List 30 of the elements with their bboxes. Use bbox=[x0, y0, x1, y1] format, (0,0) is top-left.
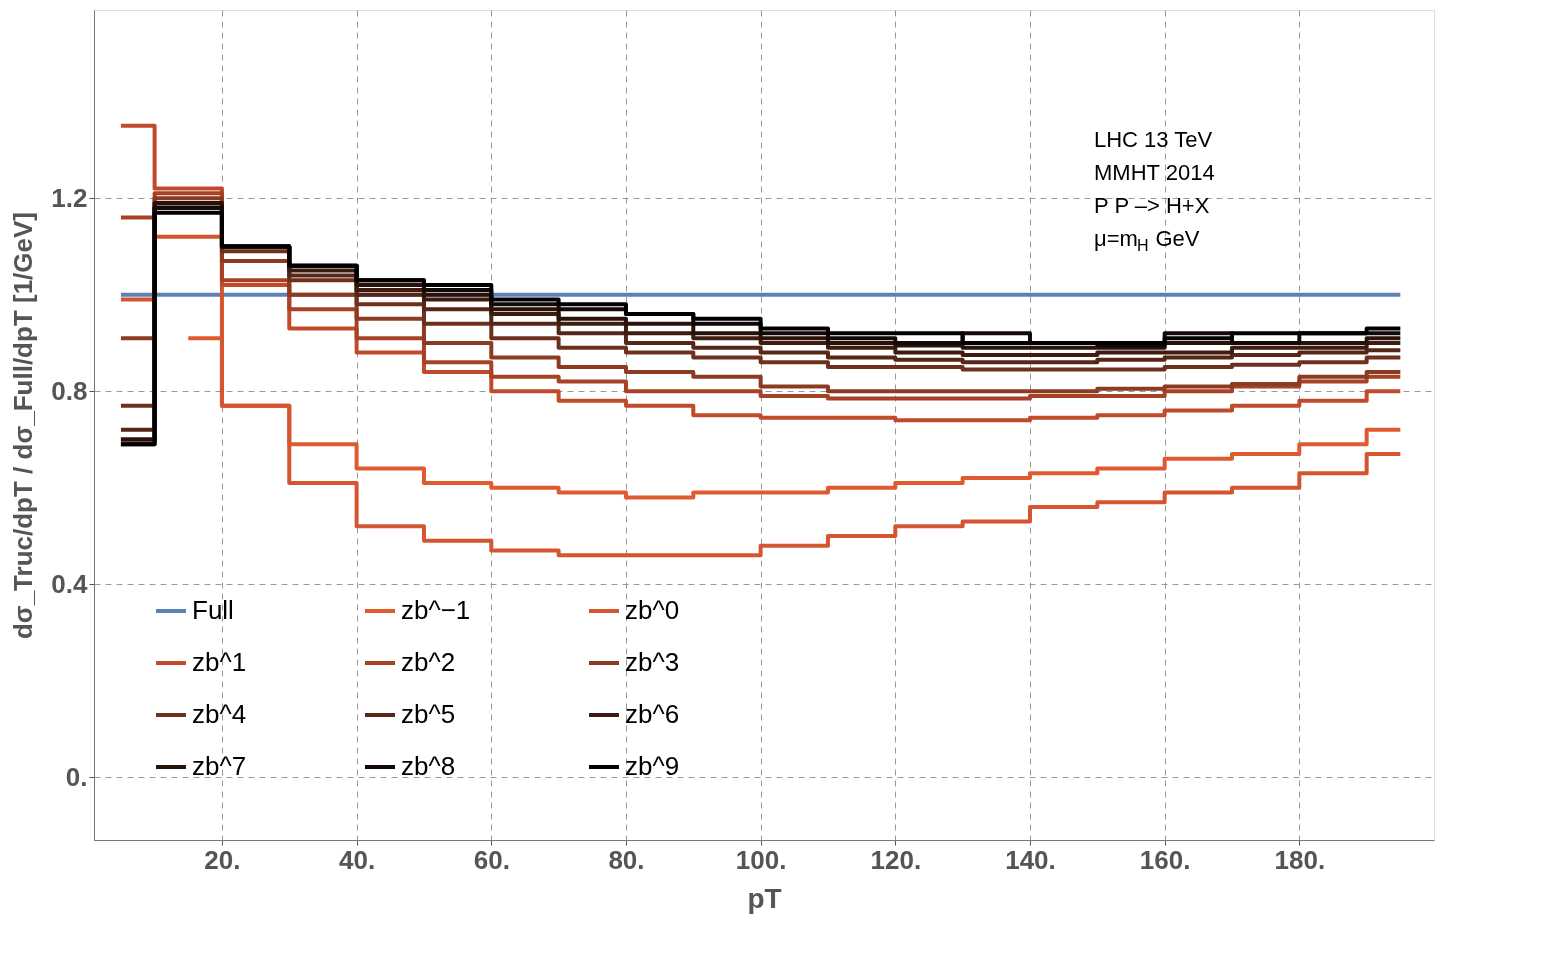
y-axis-title: dσ_Truc/dpT / dσ_Full/dpT [1/GeV] bbox=[8, 211, 39, 640]
legend-label: zb^1 bbox=[192, 647, 247, 677]
x-tick-label: 120. bbox=[870, 844, 922, 875]
annotation: P P –> H+X bbox=[1094, 193, 1210, 218]
x-axis-title: pT bbox=[747, 882, 782, 914]
y-tick-label: 0.4 bbox=[51, 568, 89, 599]
legend-label: zb^4 bbox=[192, 699, 247, 729]
x-tick-label: 80. bbox=[608, 844, 645, 875]
legend-label: zb^6 bbox=[625, 699, 680, 729]
legend-label: zb^2 bbox=[401, 647, 456, 677]
y-tick-label: 0.8 bbox=[51, 375, 88, 406]
x-tick-label: 140. bbox=[1005, 844, 1056, 875]
legend-label: zb^7 bbox=[192, 751, 247, 781]
y-tick-label: 1.2 bbox=[51, 182, 88, 213]
legend-label: Full bbox=[192, 595, 234, 625]
x-tick-label: 40. bbox=[339, 844, 376, 875]
y-tick-label: 0. bbox=[65, 761, 88, 792]
x-tick-label: 60. bbox=[473, 844, 510, 875]
annotation: MMHT 2014 bbox=[1094, 160, 1215, 185]
legend-label: zb^3 bbox=[625, 647, 680, 677]
legend-label: zb^8 bbox=[401, 751, 456, 781]
x-tick-label: 100. bbox=[735, 844, 787, 875]
legend-label: zb^−1 bbox=[401, 595, 471, 625]
legend-label: zb^9 bbox=[625, 751, 680, 781]
x-tick-label: 180. bbox=[1274, 844, 1326, 875]
x-tick-label: 20. bbox=[204, 844, 241, 875]
x-tick-label: 160. bbox=[1139, 844, 1191, 875]
annotation: LHC 13 TeV bbox=[1094, 127, 1213, 152]
legend-label: zb^5 bbox=[401, 699, 456, 729]
legend-label: zb^0 bbox=[625, 595, 680, 625]
